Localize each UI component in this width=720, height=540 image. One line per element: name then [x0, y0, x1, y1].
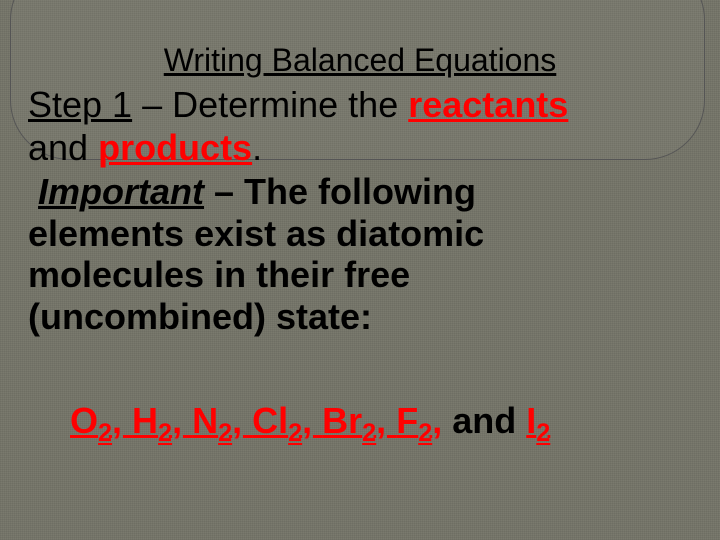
and-word: and [442, 400, 526, 441]
molecule-i2: I2 [526, 400, 550, 441]
important-label: Important [38, 171, 204, 212]
slide-content: Writing Balanced Equations Step 1 – Dete… [28, 42, 692, 337]
molecule-h2: H2 [132, 400, 172, 441]
step-label: Step 1 [28, 84, 132, 125]
sep: , [232, 400, 252, 441]
slide-title: Writing Balanced Equations [28, 42, 692, 79]
sep: , [112, 400, 132, 441]
reactants-word: reactants [408, 84, 568, 125]
sep: , [432, 400, 442, 441]
important-block: Important – The following elements exist… [28, 171, 692, 337]
sep: , [172, 400, 192, 441]
molecule-cl2: Cl2 [252, 400, 302, 441]
diatomic-molecules: O2, H2, N2, Cl2, Br2, F2, and I2 [70, 400, 700, 448]
important-text-2: elements exist as diatomic [28, 213, 484, 254]
molecule-f2: F2 [396, 400, 432, 441]
molecule-n2: N2 [192, 400, 232, 441]
important-text-4: (uncombined) state: [28, 296, 372, 337]
products-word: products [98, 127, 252, 168]
sep: , [302, 400, 322, 441]
step-line: Step 1 – Determine the reactants [28, 83, 692, 126]
step-dash: – Determine the [132, 84, 408, 125]
sep: , [376, 400, 396, 441]
period: . [252, 127, 262, 168]
molecule-br2: Br2 [322, 400, 376, 441]
molecule-o2: O2 [70, 400, 112, 441]
and-word: and [28, 127, 98, 168]
important-text-3: molecules in their free [28, 254, 410, 295]
step-line-2: and products. [28, 126, 692, 169]
important-text-1: The following [244, 171, 476, 212]
important-dash: – [204, 171, 244, 212]
